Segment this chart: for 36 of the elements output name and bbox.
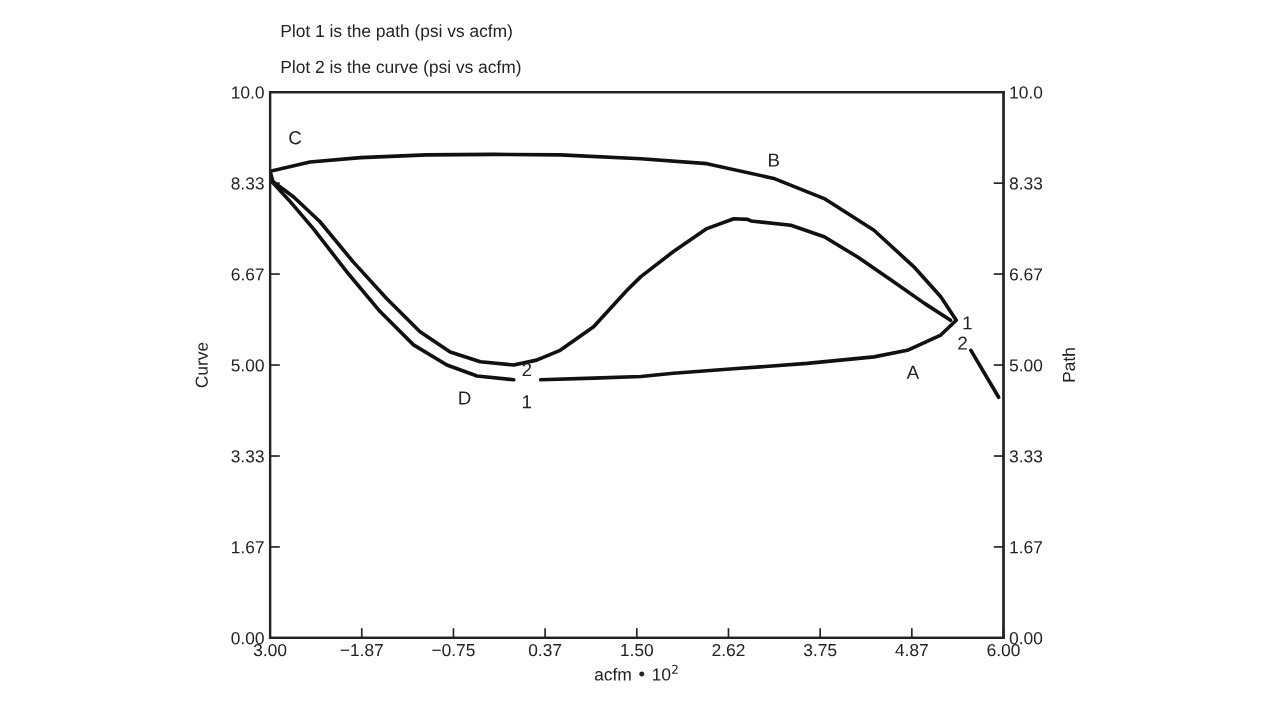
x-tick-label: 1.50 [621,643,654,657]
chart-subtitle: Plot 2 is the curve (psi vs acfm) [281,60,521,77]
annotation: C [289,131,302,145]
y-tick-label: 5.00 [231,359,264,372]
x-tick-label: 3.00 [253,643,287,657]
y2-tick-label: 6.67 [1009,268,1042,281]
annotation: A [906,365,920,379]
annotation: D [459,391,471,405]
y2-tick-label: 0.00 [1009,632,1043,645]
y2-tick-label: 3.33 [1009,450,1043,463]
x-axis-title: acfm • 10$^{2}$ [594,664,678,681]
x-tick-label: −1.87 [340,643,383,657]
y2-tick-label: 10.0 [1010,86,1043,99]
y-axis-title: Curve [195,342,208,388]
annotation: 1 [522,395,532,409]
annotation: 2 [522,363,532,377]
annotation: B [768,153,779,167]
annotation: 2 [958,336,967,350]
y2-tick-label: 5.00 [1009,359,1043,372]
y-tick-label: 6.67 [231,268,264,281]
annotation: 1 [963,316,972,330]
y2-axis-title: Path [1062,348,1076,382]
x-tick-label: 4.87 [895,643,928,657]
x-tick-label: 2.62 [712,643,745,657]
y-tick-label: 3.33 [231,450,264,463]
x-tick-label: 6.00 [987,643,1020,657]
x-tick-label: −0.75 [432,643,475,657]
y2-tick-label: 1.67 [1010,541,1042,554]
y2-tick-label: 8.33 [1009,177,1043,190]
y-tick-label: 0.00 [231,632,264,645]
y-tick-label: 10.0 [232,86,264,99]
x-tick-label: 3.75 [803,643,837,657]
chart-title: Plot 1 is the path (psi vs acfm) [281,24,512,41]
y-tick-label: 8.33 [231,177,264,190]
x-tick-label: 0.37 [528,643,562,657]
y-tick-label: 1.67 [232,541,264,554]
